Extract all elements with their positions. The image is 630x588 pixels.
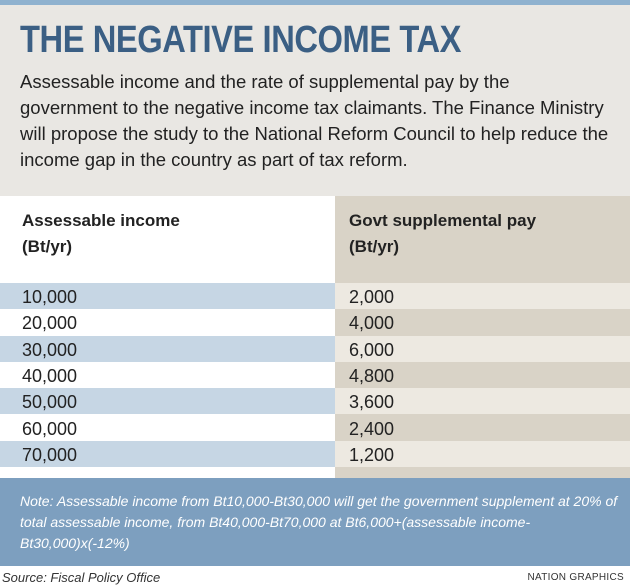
cell-assessable-income: 10,000 (0, 283, 335, 309)
table-row: 40,000 4,800 (0, 361, 630, 388)
table-row: 60,000 2,400 (0, 414, 630, 441)
cell-supplemental-pay: 2,000 (335, 283, 630, 309)
table-row: 10,000 2,000 (0, 283, 630, 309)
cell-supplemental-pay: 1,200 (335, 440, 630, 467)
cell-supplemental-pay: 2,400 (335, 414, 630, 441)
column-header-left-line2: (Bt/yr) (22, 237, 73, 256)
chart-title: THE NEGATIVE INCOME TAX (20, 19, 461, 61)
cell-supplemental-pay: 4,800 (335, 361, 630, 388)
column-header-assessable-income: Assessable income (Bt/yr) (22, 208, 322, 260)
footer: Source: Fiscal Policy Office NATION GRAP… (0, 566, 630, 588)
description-panel: Assessable income and the rate of supple… (0, 69, 630, 196)
table-row: 70,000 1,200 (0, 440, 630, 467)
table-row: 20,000 4,000 (0, 309, 630, 336)
cell-supplemental-pay: 6,000 (335, 335, 630, 362)
cell-supplemental-pay: 3,600 (335, 388, 630, 415)
cell-assessable-income: 50,000 (0, 388, 335, 415)
cell-assessable-income: 40,000 (0, 361, 335, 388)
column-header-right-line2: (Bt/yr) (349, 237, 400, 256)
table-row: 50,000 3,600 (0, 388, 630, 415)
cell-assessable-income: 60,000 (0, 414, 335, 441)
note-text: Note: Assessable income from Bt10,000-Bt… (20, 493, 618, 551)
table-row: 30,000 6,000 (0, 335, 630, 362)
cell-assessable-income: 30,000 (0, 335, 335, 362)
column-header-supplemental-pay: Govt supplemental pay (Bt/yr) (349, 208, 619, 260)
column-header-left-line1: Assessable income (22, 211, 180, 230)
cell-assessable-income: 70,000 (0, 440, 335, 467)
description-text: Assessable income and the rate of supple… (20, 71, 609, 170)
title-bar: THE NEGATIVE INCOME TAX (0, 0, 630, 69)
cell-supplemental-pay: 4,000 (335, 309, 630, 336)
cell-assessable-income: 20,000 (0, 309, 335, 336)
credit-text: NATION GRAPHICS (527, 572, 624, 583)
note-panel: Note: Assessable income from Bt10,000-Bt… (0, 478, 630, 566)
title-accent-strip (0, 0, 630, 5)
source-text: Source: Fiscal Policy Office (2, 570, 161, 585)
column-header-right-line1: Govt supplemental pay (349, 211, 537, 230)
